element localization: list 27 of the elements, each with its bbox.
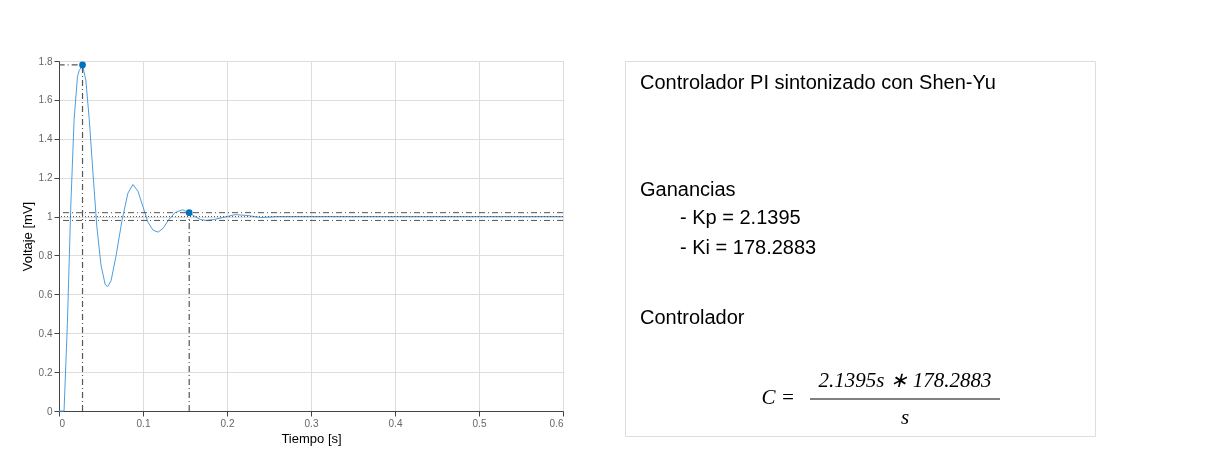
y-tick-label: 0 — [46, 405, 53, 417]
text: - Ki = 178.2883 — [680, 236, 817, 258]
x-tick-label: 0.2 — [220, 417, 235, 429]
y-tick-label: 1.8 — [38, 55, 53, 67]
text: Controlador PI sintonizado con Shen-Yu — [640, 71, 996, 93]
y-axis-title: Voltaje [mV] — [19, 201, 35, 272]
y-tick-label: 1.6 — [38, 94, 53, 106]
x-tick-label: 0.5 — [472, 417, 487, 429]
text: C = — [761, 385, 795, 409]
y-tick-label: 1 — [46, 211, 53, 223]
x-axis-title: Tiempo [s] — [281, 430, 342, 446]
y-tick-label: 1.4 — [38, 133, 53, 145]
y-tick-label: 0.2 — [38, 366, 53, 378]
x-tick-label: 0.3 — [304, 417, 319, 429]
text: Controlador — [640, 306, 745, 328]
y-tick-label: 0.4 — [38, 327, 53, 339]
text: Ganancias — [640, 178, 736, 200]
text: - Kp = 2.1395 — [680, 206, 801, 228]
y-tick-label: 1.2 — [38, 172, 53, 184]
x-tick-label: 0.6 — [549, 417, 564, 429]
x-tick-label: 0.4 — [388, 417, 403, 429]
text: s — [900, 405, 910, 429]
x-tick-label: 0.1 — [136, 417, 151, 429]
x-tick-label: 0 — [59, 417, 66, 429]
y-tick-label: 0.8 — [38, 249, 53, 261]
y-tick-label: 0.6 — [38, 288, 53, 300]
text: 2.1395s ∗ 178.2883 — [818, 368, 992, 392]
